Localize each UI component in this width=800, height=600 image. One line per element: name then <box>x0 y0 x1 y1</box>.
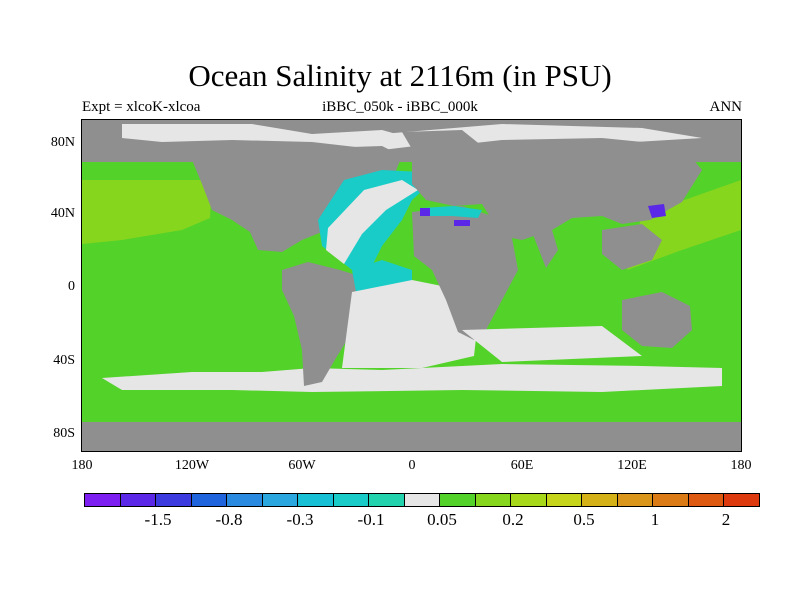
south-atlantic <box>342 280 478 368</box>
lon-tick-label: 120W <box>174 458 210 473</box>
colorbar-swatch <box>652 493 689 507</box>
colorbar-swatch <box>261 493 298 507</box>
colorbar <box>84 493 760 507</box>
colorbar-label: 0.2 <box>502 510 524 529</box>
experiment-label: Expt = xlcoK-xlcoa <box>82 99 201 115</box>
lon-tick-label: 0 <box>408 458 416 473</box>
mediterranean <box>422 206 482 218</box>
lat-tick-label: 40S <box>53 353 75 368</box>
colorbar-swatch <box>155 493 192 507</box>
colorbar-swatch <box>368 493 405 507</box>
atlantic-light <box>326 180 418 264</box>
colorbar-label: -0.1 <box>357 510 385 529</box>
colorbar-swatch <box>687 493 724 507</box>
colorbar-swatch <box>545 493 582 507</box>
lon-tick-label: 120E <box>617 458 647 473</box>
colorbar-swatch <box>439 493 476 507</box>
south-america <box>282 262 374 386</box>
colorbar-swatch <box>723 493 760 507</box>
colorbar-label: -0.3 <box>286 510 314 529</box>
lat-tick-label: 0 <box>68 279 75 294</box>
lat-tick-label: 80N <box>50 135 75 150</box>
antarctica <box>82 422 741 451</box>
lon-tick-label: 180 <box>730 458 752 473</box>
southern-light-band <box>102 364 722 392</box>
lon-tick-label: 60E <box>510 458 534 473</box>
colorbar-label: -1.5 <box>144 510 172 529</box>
indian-subcontinent <box>532 230 558 268</box>
north-pacific-band <box>82 180 212 244</box>
colorbar-label: 0.5 <box>573 510 595 529</box>
salinity-map <box>81 119 742 452</box>
japan-sea <box>648 204 666 218</box>
southeast-asia <box>602 224 662 270</box>
north-america <box>192 146 402 252</box>
colorbar-swatch <box>474 493 511 507</box>
colorbar-swatch <box>403 493 440 507</box>
strong-negative-region <box>454 220 470 226</box>
colorbar-swatch <box>119 493 156 507</box>
africa <box>412 206 518 340</box>
chart-title: Ocean Salinity at 2116m (in PSU) <box>188 58 612 93</box>
colorbar-swatch <box>581 493 618 507</box>
colorbar-swatch <box>297 493 334 507</box>
colorbar-swatch <box>332 493 369 507</box>
southern-ocean <box>82 388 741 422</box>
lat-tick-label: 40N <box>50 206 75 221</box>
australia <box>622 292 692 348</box>
comparison-label: iBBC_050k - iBBC_000k <box>322 99 478 115</box>
colorbar-swatch <box>510 493 547 507</box>
lon-tick-label: 60W <box>288 458 316 473</box>
colorbar-swatch <box>616 493 653 507</box>
lat-tick-label: 80S <box>53 426 75 441</box>
lon-tick-label: 180 <box>71 458 93 473</box>
colorbar-swatch <box>226 493 263 507</box>
colorbar-swatch <box>84 493 121 507</box>
eurasia <box>412 138 702 240</box>
arctic-light-region <box>122 124 432 150</box>
strong-negative-region <box>420 208 430 216</box>
period-label: ANN <box>709 99 743 115</box>
colorbar-label: 2 <box>721 510 731 529</box>
colorbar-label: -0.8 <box>215 510 243 529</box>
south-indian-light <box>462 326 642 362</box>
colorbar-label: 1 <box>650 510 660 529</box>
colorbar-swatch <box>190 493 227 507</box>
colorbar-label: 0.05 <box>427 510 457 529</box>
